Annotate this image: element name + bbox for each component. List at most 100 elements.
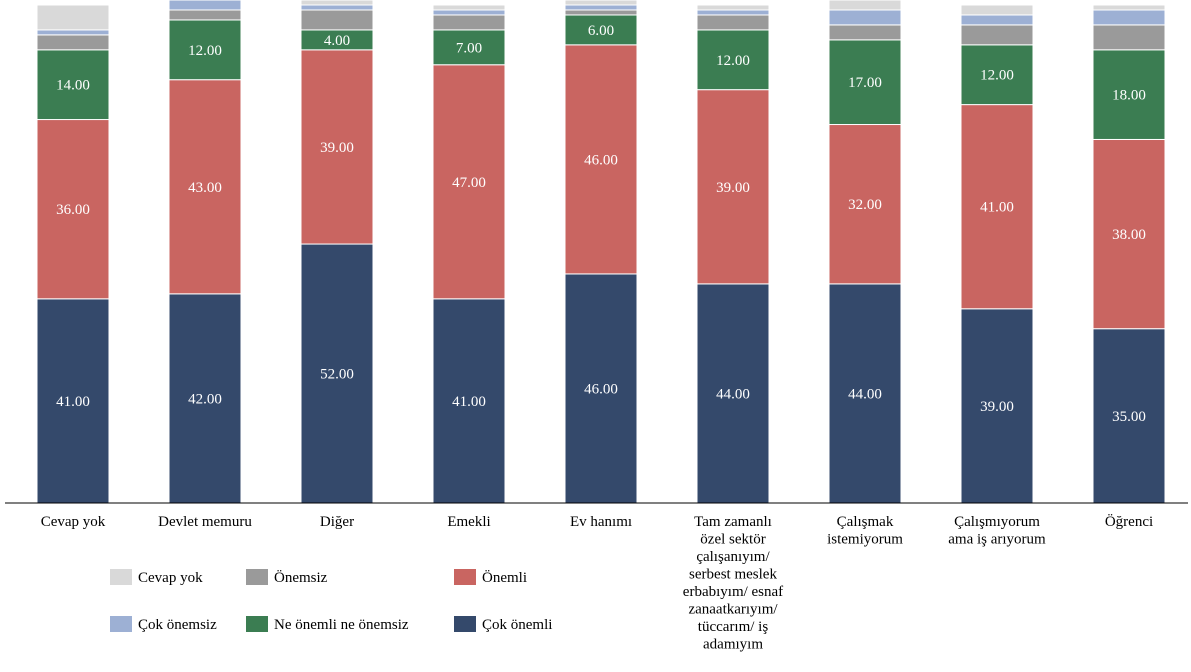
data-label: 41.00 <box>452 394 486 410</box>
data-label: 39.00 <box>980 399 1014 415</box>
data-label: 17.00 <box>848 75 882 91</box>
bar-segment <box>168 79 242 295</box>
bar-segment <box>300 49 374 245</box>
bar-segment <box>828 124 902 285</box>
bar-segment <box>828 9 902 26</box>
legend-label: Çok önemli <box>482 617 552 633</box>
bar-segment <box>168 293 242 504</box>
data-label: 44.00 <box>848 386 882 402</box>
data-label: 32.00 <box>848 197 882 213</box>
legend-label: Ne önemli ne önemsiz <box>274 617 409 633</box>
category-label: Diğer <box>320 514 354 530</box>
bar-segment <box>432 4 506 11</box>
category-label: Tam zamanlı <box>694 514 772 530</box>
data-label: 42.00 <box>188 391 222 407</box>
bar-segment <box>828 24 902 41</box>
bar-segment <box>432 64 506 300</box>
category-label: ama iş arıyorum <box>948 532 1046 548</box>
category-label: serbest meslek <box>689 567 777 583</box>
category-label: tüccarım/ iş <box>698 619 769 635</box>
data-label: 41.00 <box>980 200 1014 216</box>
bar-segment <box>564 0 638 6</box>
bar-segment <box>960 4 1034 16</box>
category-label: Çalışmak <box>837 514 894 530</box>
data-label: 43.00 <box>188 180 222 196</box>
category-label: Devlet memuru <box>158 514 252 530</box>
bar-segment <box>1092 49 1166 140</box>
data-label: 7.00 <box>456 40 482 56</box>
bar-segment <box>564 273 638 504</box>
category-label: Çalışmıyorum <box>954 514 1040 530</box>
data-label: 12.00 <box>716 53 750 69</box>
bar-segment <box>696 14 770 31</box>
legend-swatch <box>454 569 476 585</box>
category-label: özel sektör <box>700 532 765 548</box>
bar-segment <box>696 283 770 504</box>
bar-segment <box>432 29 506 66</box>
bar-segment <box>960 104 1034 310</box>
bar-segment <box>432 14 506 31</box>
bar-segment <box>960 308 1034 504</box>
category-label: istemiyorum <box>827 532 903 548</box>
bar-segment <box>300 4 374 11</box>
bar-segment <box>1092 4 1166 11</box>
bar-segment <box>696 89 770 285</box>
bar-segment <box>36 4 110 31</box>
data-label: 47.00 <box>452 175 486 191</box>
data-label: 12.00 <box>188 43 222 59</box>
bar-segment <box>564 4 638 11</box>
bars-layer: 41.00 36.00 14.00 42.00 43.00 12.00 52.00 39.00… <box>36 0 1166 504</box>
bar-segment <box>300 0 374 6</box>
bar-segment <box>1092 9 1166 26</box>
data-label: 35.00 <box>1112 409 1146 425</box>
bar-segment <box>168 19 242 81</box>
legend-swatch <box>454 616 476 632</box>
bar-segment <box>696 9 770 16</box>
category-label: Emekli <box>447 514 490 530</box>
category-label: erbabıyım/ esnaf <box>683 584 783 600</box>
data-label: 38.00 <box>1112 227 1146 243</box>
data-label: 44.00 <box>716 386 750 402</box>
category-label: Ev hanımı <box>570 514 632 530</box>
legend-label: Cevap yok <box>138 570 203 586</box>
data-label: 39.00 <box>320 140 354 156</box>
category-label: adamıyım <box>703 637 763 653</box>
category-label: Cevap yok <box>41 514 106 530</box>
bar-segment <box>564 9 638 16</box>
data-label: 4.00 <box>324 33 350 49</box>
bar-segment <box>960 44 1034 106</box>
category-label: zanaatkarıyım/ <box>688 602 778 618</box>
category-label: Öğrenci <box>1105 513 1153 530</box>
data-label: 6.00 <box>588 23 614 39</box>
legend-label: Önemsiz <box>274 569 328 586</box>
bar-segment <box>168 9 242 21</box>
data-label: 18.00 <box>1112 88 1146 104</box>
legend-swatch <box>246 616 268 632</box>
bar-segment <box>1092 24 1166 51</box>
bar-segment <box>432 298 506 504</box>
data-label: 41.00 <box>56 394 90 410</box>
data-label: 39.00 <box>716 180 750 196</box>
bar-segment <box>564 44 638 275</box>
bar-segment <box>36 298 110 504</box>
bar-segment <box>960 24 1034 46</box>
bar-segment <box>36 119 110 300</box>
category-label: çalışanıyım/ <box>696 549 770 565</box>
bar-segment <box>36 29 110 36</box>
data-label: 52.00 <box>320 367 354 383</box>
data-label: 36.00 <box>56 202 90 218</box>
category-labels: Cevap yok Devlet memuru Diğer Emekli Ev hanı… <box>41 513 1153 653</box>
bar-segment <box>960 14 1034 26</box>
data-label: 46.00 <box>584 152 618 168</box>
legend-swatch <box>110 569 132 585</box>
legend-label: Çok önemsiz <box>138 617 217 633</box>
data-label: 46.00 <box>584 381 618 397</box>
bar-segment <box>1092 328 1166 504</box>
bar-segment <box>432 9 506 16</box>
bar-segment <box>696 29 770 91</box>
legend-swatch <box>110 616 132 632</box>
data-label: 14.00 <box>56 78 90 94</box>
legend-swatch <box>246 569 268 585</box>
bar-segment <box>168 0 242 11</box>
